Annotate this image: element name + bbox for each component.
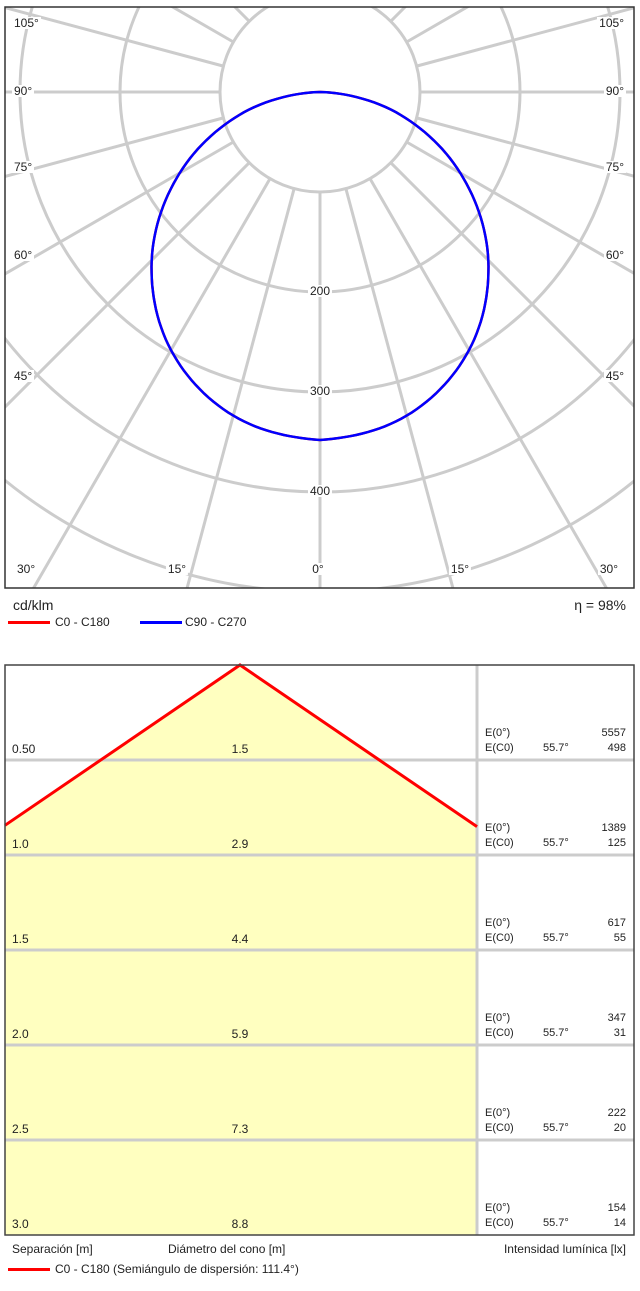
diameter-value: 5.9 — [231, 1027, 249, 1041]
angle-label-bottom: 0° — [310, 562, 326, 576]
e0-value: 222 — [607, 1107, 626, 1119]
separation-value: 1.5 — [12, 932, 29, 946]
cone-frame — [4, 664, 635, 1236]
ec0-value: 55 — [613, 932, 626, 944]
ec0-label: E(C0) — [485, 742, 514, 754]
angle-label-left: 75° — [12, 160, 35, 174]
angle-label-left: 105° — [12, 16, 41, 30]
e0-value: 5557 — [601, 727, 626, 739]
ec0-value: 498 — [607, 742, 626, 754]
intensity-axis-label: Intensidad lumínica [lx] — [503, 1242, 626, 1256]
e0-value: 617 — [607, 917, 626, 929]
e0-label: E(0°) — [485, 822, 511, 834]
diameter-value: 7.3 — [231, 1122, 249, 1136]
ec0-angle: 55.7° — [543, 837, 569, 849]
polar-frame — [4, 6, 635, 589]
radial-tick-label: 300 — [307, 384, 333, 398]
cone-legend-label: C0 - C180 (Semiángulo de dispersión: 111… — [55, 1262, 299, 1276]
diameter-value: 1.5 — [231, 742, 249, 756]
legend-label-c90: C90 - C270 — [185, 615, 247, 629]
separation-axis-label: Separación [m] — [12, 1242, 93, 1256]
ec0-angle: 55.7° — [543, 1027, 569, 1039]
ec0-angle: 55.7° — [543, 1217, 569, 1229]
ec0-label: E(C0) — [485, 1027, 514, 1039]
diameter-value: 8.8 — [231, 1217, 249, 1231]
e0-value: 1389 — [601, 822, 626, 834]
grid-spoke — [185, 188, 296, 588]
grid-spoke — [389, 161, 634, 409]
grid-spoke — [405, 140, 634, 276]
e0-label: E(0°) — [485, 917, 511, 929]
separation-value: 2.0 — [12, 1027, 29, 1041]
grid-spoke — [416, 116, 634, 178]
cone-legend-swatch — [8, 1268, 50, 1271]
ec0-value: 14 — [613, 1217, 626, 1229]
diameter-axis-label: Diámetro del cono [m] — [168, 1242, 286, 1256]
separation-value: 0.50 — [12, 742, 36, 756]
ec0-value: 20 — [613, 1122, 626, 1134]
ec0-label: E(C0) — [485, 1122, 514, 1134]
ec0-label: E(C0) — [485, 837, 514, 849]
angle-label-right: 45° — [603, 369, 626, 383]
angle-label-right: 75° — [603, 160, 626, 174]
e0-label: E(0°) — [485, 727, 511, 739]
e0-label: E(0°) — [485, 1202, 511, 1214]
grid-spoke — [5, 161, 251, 410]
ec0-angle: 55.7° — [543, 742, 569, 754]
ec0-value: 125 — [607, 837, 626, 849]
radial-tick-label: 400 — [307, 484, 333, 498]
legend-swatch-c0 — [8, 621, 50, 624]
e0-value: 347 — [607, 1012, 626, 1024]
separation-value: 3.0 — [12, 1217, 29, 1231]
grid-spoke — [5, 116, 224, 178]
separation-value: 1.0 — [12, 837, 29, 851]
legend-label-c0: C0 - C180 — [55, 615, 110, 629]
angle-label-right: 90° — [603, 84, 626, 98]
ec0-value: 31 — [613, 1027, 626, 1039]
angle-label-bottom: 15° — [448, 562, 472, 576]
angle-label-left: 90° — [12, 84, 35, 98]
e0-value: 154 — [607, 1202, 626, 1214]
series-curve-c90-c270 — [150, 90, 490, 442]
radial-tick-label: 200 — [307, 284, 333, 298]
grid-spoke — [5, 7, 224, 68]
ec0-angle: 55.7° — [543, 932, 569, 944]
diameter-value: 4.4 — [231, 932, 249, 946]
grid-spoke — [344, 188, 455, 588]
grid-spoke — [5, 140, 235, 276]
diameter-value: 2.9 — [231, 837, 249, 851]
angle-label-left: 30° — [15, 562, 38, 576]
grid-spoke — [416, 7, 634, 68]
grid-spoke — [31, 177, 272, 588]
angle-label-right: 30° — [597, 562, 620, 576]
unit-label: cd/klm — [13, 597, 54, 613]
ec0-label: E(C0) — [485, 932, 514, 944]
ec0-angle: 55.7° — [543, 1122, 569, 1134]
efficiency-label: η = 98% — [574, 597, 626, 613]
angle-label-right: 105° — [597, 16, 626, 30]
legend-swatch-c90 — [140, 621, 182, 624]
e0-label: E(0°) — [485, 1012, 511, 1024]
grid-spoke — [368, 177, 609, 588]
e0-label: E(0°) — [485, 1107, 511, 1119]
angle-label-right: 60° — [603, 248, 626, 262]
angle-label-bottom: 15° — [165, 562, 189, 576]
separation-value: 2.5 — [12, 1122, 29, 1136]
angle-label-left: 60° — [12, 248, 35, 262]
angle-label-left: 45° — [12, 369, 35, 383]
ec0-label: E(C0) — [485, 1217, 514, 1229]
